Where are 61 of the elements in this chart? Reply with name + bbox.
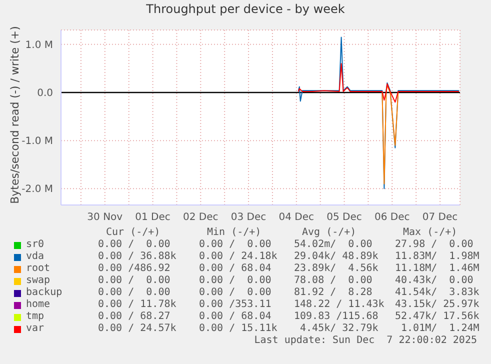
text: Min (-/+) xyxy=(207,227,262,238)
text: 0.00 / 36.88k xyxy=(98,251,176,262)
text: 0.00 / 24.18k xyxy=(199,251,278,262)
y-tick-label: 0.0 xyxy=(37,88,53,100)
text: 81.92 / 8.28 xyxy=(294,287,372,298)
text: 0.00 /486.92 xyxy=(98,263,170,274)
y-tick-label: -2.0 M xyxy=(22,184,53,196)
x-tick-label: 02 Dec xyxy=(183,212,218,224)
legend-label: backup xyxy=(26,287,62,298)
text: 0.00 / 0.00 xyxy=(199,275,272,286)
text: 0.00 / 15.11k xyxy=(199,323,278,334)
text: 0.00 / 68.04 xyxy=(199,263,272,274)
text: 0.00 / 24.57k xyxy=(98,323,176,334)
legend-label: tmp xyxy=(26,311,44,322)
text: 27.98 / 0.00 xyxy=(395,239,474,250)
legend-label: root xyxy=(26,263,50,274)
text: 43.15k/ 25.97k xyxy=(395,299,480,310)
text: Avg (-/+) xyxy=(302,227,356,238)
legend-label: vda xyxy=(26,251,44,262)
text: 109.83 /115.68 xyxy=(294,311,378,322)
text: 148.22 / 11.43k xyxy=(294,299,384,310)
text: 23.89k/ 4.56k xyxy=(294,263,378,274)
text: 4.45k/ 32.79k xyxy=(299,323,378,334)
x-tick-label: 03 Dec xyxy=(230,212,266,224)
line-series xyxy=(298,63,460,103)
x-tick-label: 30 Nov xyxy=(87,212,123,224)
y-axis-title: Bytes/second read (-) / write (+) xyxy=(8,26,22,204)
x-tick-label: 07 Dec xyxy=(422,212,458,224)
text: 0.00 / 0.00 xyxy=(199,287,272,298)
legend-label: sr0 xyxy=(26,239,44,250)
chart-title: Throughput per device - by week xyxy=(145,2,346,16)
text: 0.00 / 11.78k xyxy=(98,299,176,310)
text: 0.00 / 0.00 xyxy=(98,275,170,286)
text: 0.00 / 0.00 xyxy=(199,239,272,250)
text: Cur (-/+) xyxy=(106,227,160,238)
text: 78.08 / 0.00 xyxy=(294,275,372,286)
text: 11.83M/ 1.98M xyxy=(395,251,480,262)
text: 29.04k/ 48.89k xyxy=(294,251,378,262)
text: 11.18M/ 1.46M xyxy=(395,263,480,274)
text: 41.54k/ 3.83k xyxy=(395,287,480,298)
line-series xyxy=(382,84,399,184)
x-tick-label: 05 Dec xyxy=(326,212,362,224)
legend-label: var xyxy=(26,323,44,334)
text: Last update: Sun Dec 7 22:00:02 2025 xyxy=(254,335,477,346)
y-tick-label: 1.0 M xyxy=(25,40,53,51)
legend-label: swap xyxy=(26,275,50,286)
text: 54.02m/ 0.00 xyxy=(294,239,372,250)
text: 0.00 / 0.00 xyxy=(98,239,170,250)
text: 0.00 / 68.27 xyxy=(98,311,170,322)
text: 40.43k/ 0.00 xyxy=(395,275,474,286)
x-tick-label: 04 Dec xyxy=(278,212,314,224)
text: 52.47k/ 17.56k xyxy=(395,311,480,322)
text: Max (-/+) xyxy=(403,227,458,238)
text: 0.00 /353.11 xyxy=(199,299,272,310)
text: 0.00 / 68.04 xyxy=(199,311,272,322)
x-tick-label: 06 Dec xyxy=(374,212,410,224)
x-tick-label: 01 Dec xyxy=(135,212,170,224)
text: 0.00 / 0.00 xyxy=(98,287,170,298)
text: 1.01M/ 1.24M xyxy=(400,323,480,334)
legend-label: home xyxy=(26,299,50,310)
y-tick-label: -1.0 M xyxy=(22,136,53,148)
